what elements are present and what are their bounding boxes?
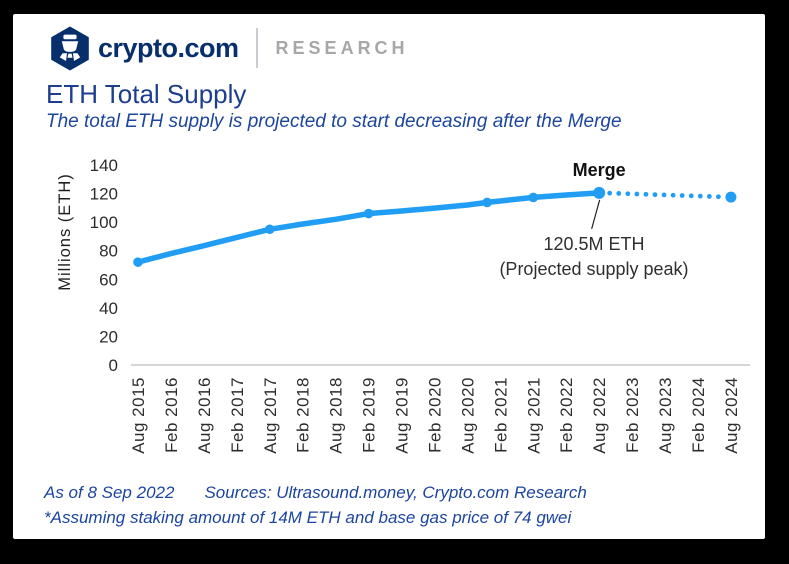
projection-dot bbox=[634, 191, 640, 197]
y-tick-label: 20 bbox=[99, 327, 118, 346]
supply-marker bbox=[363, 208, 374, 219]
supply-marker bbox=[593, 186, 606, 199]
assumption-note: *Assuming staking amount of 14M ETH and … bbox=[44, 508, 572, 527]
projection-dot bbox=[688, 193, 694, 199]
y-axis-label: Millions (ETH) bbox=[56, 173, 74, 291]
projection-dot bbox=[625, 191, 631, 197]
peak-annotation-caption: (Projected supply peak) bbox=[499, 259, 688, 279]
merge-leader-line bbox=[591, 199, 601, 230]
chart-subtitle: The total ETH supply is projected to sta… bbox=[46, 111, 622, 132]
supply-marker bbox=[482, 197, 492, 208]
x-tick-label: Feb 2024 bbox=[689, 377, 708, 453]
supply-marker bbox=[264, 224, 275, 235]
brand-research-label: RESEARCH bbox=[275, 37, 409, 58]
projection-dot bbox=[716, 194, 721, 200]
projection-dot bbox=[643, 191, 649, 197]
peak-annotation-value: 120.5M ETH bbox=[543, 234, 644, 254]
sources-text: Sources: Ultrasound.money, Crypto.com Re… bbox=[204, 483, 587, 502]
y-tick-label: 0 bbox=[109, 356, 118, 375]
x-tick-label: Aug 2024 bbox=[722, 377, 741, 454]
x-tick-label: Aug 2016 bbox=[195, 377, 214, 454]
supply-marker bbox=[133, 257, 143, 267]
chart-card bbox=[13, 14, 765, 539]
x-tick-label: Aug 2015 bbox=[129, 377, 148, 454]
y-tick-label: 120 bbox=[90, 185, 118, 204]
header-divider bbox=[255, 28, 258, 68]
page-title: ETH Total Supply bbox=[46, 79, 247, 109]
projection-dot bbox=[706, 194, 712, 199]
projection-dot bbox=[697, 193, 703, 199]
x-tick-label: Feb 2022 bbox=[557, 377, 576, 453]
x-tick-label: Feb 2021 bbox=[491, 377, 510, 453]
x-tick-label: Feb 2019 bbox=[360, 377, 379, 453]
x-tick-label: Aug 2022 bbox=[590, 377, 609, 454]
x-tick-label: Aug 2017 bbox=[261, 377, 280, 454]
y-tick-label: 140 bbox=[90, 156, 118, 175]
y-tick-label: 100 bbox=[90, 213, 118, 232]
projection-dot bbox=[652, 192, 658, 198]
as-of-date: As of 8 Sep 2022 bbox=[44, 483, 175, 502]
y-tick-label: 40 bbox=[99, 299, 118, 318]
supply-line bbox=[135, 190, 602, 265]
merge-annotation: Merge bbox=[573, 160, 626, 180]
x-tick-label: Aug 2021 bbox=[524, 377, 543, 454]
projection-end-marker bbox=[725, 191, 737, 203]
brand-wordmark: crypto.com bbox=[98, 32, 239, 63]
x-tick-label: Feb 2016 bbox=[162, 377, 181, 453]
projection-dot bbox=[607, 190, 613, 196]
x-tick-label: Feb 2017 bbox=[228, 377, 247, 453]
y-tick-label: 60 bbox=[99, 270, 118, 289]
supply-marker bbox=[528, 192, 539, 203]
projection-dot bbox=[616, 191, 622, 196]
footer-line-1: As of 8 Sep 2022 Sources: Ultrasound.mon… bbox=[44, 483, 587, 503]
x-tick-label: Feb 2023 bbox=[623, 377, 642, 453]
y-tick-label: 80 bbox=[99, 242, 118, 261]
projection-dot bbox=[679, 193, 685, 198]
x-tick-label: Feb 2018 bbox=[294, 377, 313, 453]
x-tick-label: Feb 2020 bbox=[425, 377, 444, 453]
header: crypto.com RESEARCH bbox=[50, 24, 409, 72]
crypto-com-logo-icon bbox=[50, 26, 90, 71]
x-tick-label: Aug 2019 bbox=[393, 377, 412, 454]
projection-dot bbox=[661, 192, 667, 198]
x-tick-label: Aug 2023 bbox=[656, 377, 675, 454]
x-tick-label: Aug 2018 bbox=[327, 377, 346, 454]
x-tick-label: Aug 2020 bbox=[458, 377, 477, 454]
projection-dot bbox=[670, 192, 676, 198]
